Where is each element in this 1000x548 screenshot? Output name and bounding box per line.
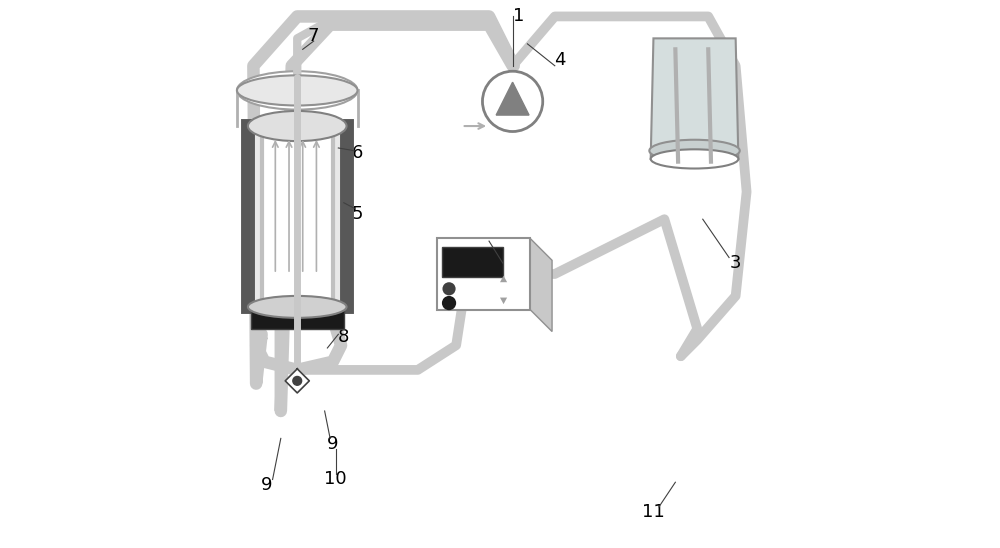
Polygon shape — [285, 369, 309, 393]
Ellipse shape — [649, 140, 740, 162]
Bar — [262, 126, 333, 301]
Polygon shape — [530, 238, 552, 332]
Polygon shape — [500, 276, 507, 282]
Polygon shape — [500, 298, 507, 304]
Ellipse shape — [237, 71, 358, 110]
Text: 8: 8 — [338, 328, 350, 346]
Bar — [442, 247, 503, 277]
Text: 7: 7 — [308, 27, 319, 44]
Circle shape — [442, 296, 456, 310]
Ellipse shape — [651, 150, 738, 169]
Text: 1: 1 — [513, 8, 525, 25]
Bar — [251, 307, 344, 329]
Ellipse shape — [248, 296, 347, 318]
Text: 9: 9 — [261, 476, 273, 494]
Circle shape — [293, 376, 302, 385]
Polygon shape — [496, 82, 529, 115]
Circle shape — [482, 71, 543, 132]
Bar — [248, 126, 347, 307]
Text: 9: 9 — [327, 435, 339, 453]
Text: 4: 4 — [555, 52, 566, 69]
Text: 2: 2 — [502, 260, 514, 277]
Text: 3: 3 — [730, 254, 741, 272]
Text: 10: 10 — [324, 471, 347, 488]
Bar — [437, 238, 530, 310]
Polygon shape — [651, 38, 738, 159]
Circle shape — [442, 282, 456, 295]
Text: 5: 5 — [352, 205, 363, 222]
Ellipse shape — [248, 111, 347, 141]
Text: 6: 6 — [352, 145, 363, 162]
Ellipse shape — [237, 75, 358, 105]
Text: 11: 11 — [642, 504, 665, 521]
